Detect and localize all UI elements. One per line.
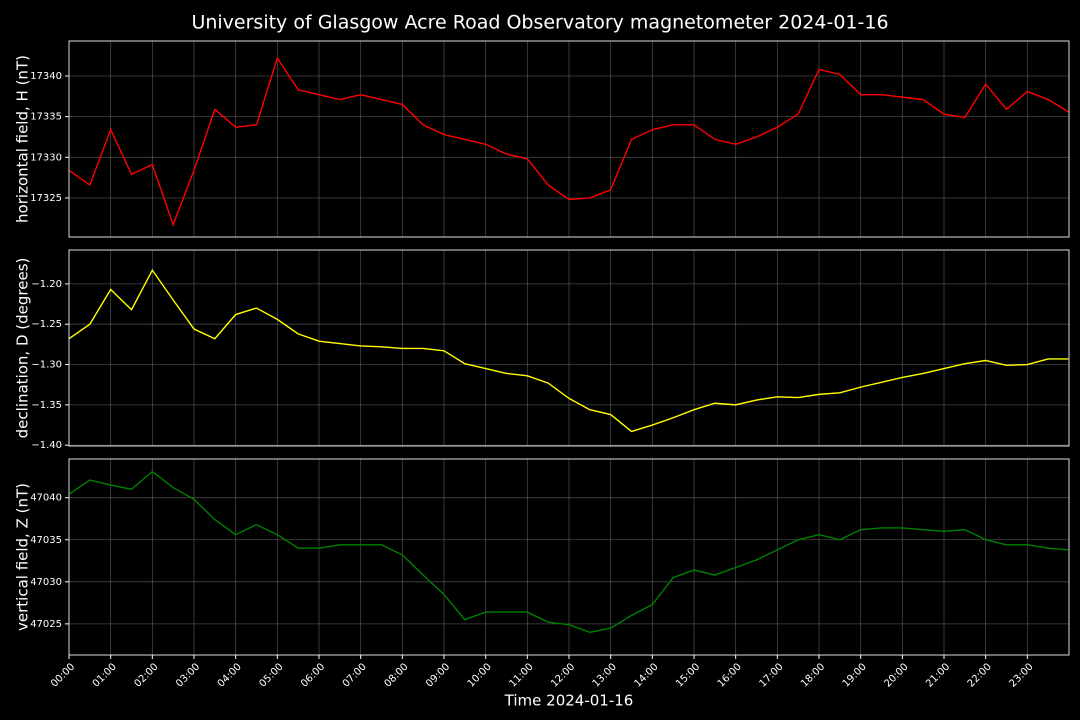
y-tick-label: −1.20 <box>31 279 62 290</box>
y-tick-label: 47035 <box>30 535 62 546</box>
y-tick-label: 17340 <box>30 71 62 82</box>
x-axis-label: Time 2024-01-16 <box>504 692 634 710</box>
y-tick-label: −1.35 <box>31 400 62 411</box>
y-axis-label: declination, D (degrees) <box>14 258 32 439</box>
plot-frame <box>68 40 1070 238</box>
chart-title: University of Glasgow Acre Road Observat… <box>191 12 888 34</box>
y-tick-label: 17335 <box>30 112 62 123</box>
data-line <box>68 268 1069 433</box>
y-tick-label: −1.25 <box>31 319 62 330</box>
y-tick-label: 47025 <box>30 619 62 630</box>
y-tick-label: −1.40 <box>31 440 62 451</box>
y-tick-label: 47030 <box>30 577 62 588</box>
data-line <box>68 56 1069 227</box>
plot-frame <box>68 249 1070 447</box>
y-tick-label: 47040 <box>30 493 62 504</box>
y-axis-label: horizontal field, H (nT) <box>14 55 32 223</box>
y-tick-label: 17325 <box>30 193 62 204</box>
y-axis-label: vertical field, Z (nT) <box>14 483 32 631</box>
y-tick-label: 17330 <box>30 152 62 163</box>
y-tick-label: −1.30 <box>31 360 62 371</box>
data-line <box>68 470 1069 634</box>
